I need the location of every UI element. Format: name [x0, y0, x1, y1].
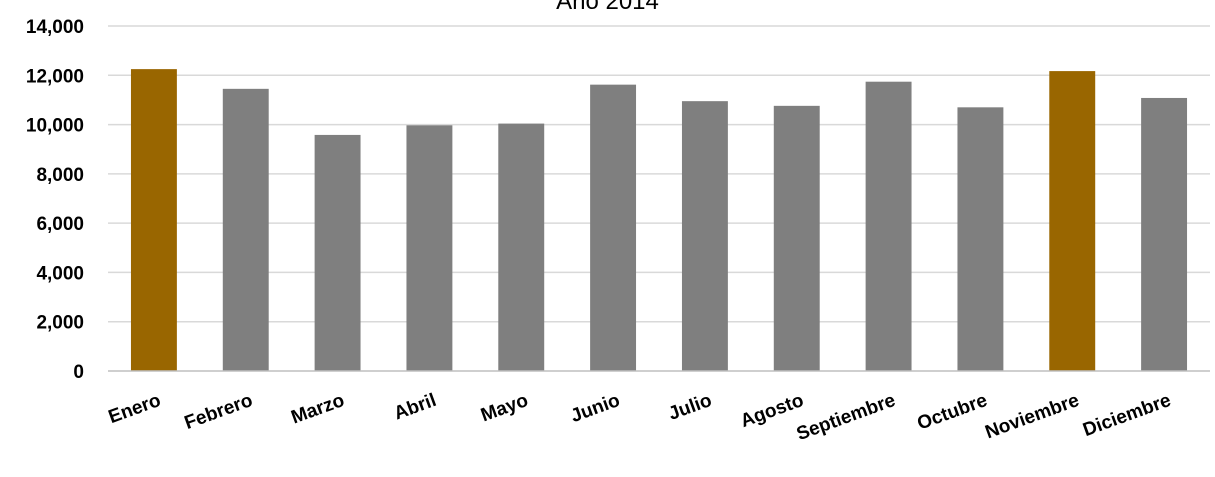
bar-mayo [498, 123, 545, 371]
x-tick-label: Mayo [478, 390, 531, 426]
x-tick-label: Junio [568, 390, 623, 427]
bar-noviembre [1049, 71, 1096, 371]
y-tick-label: 12,000 [26, 66, 84, 87]
y-axis-ticks: 0 2,000 4,000 6,000 8,000 10,000 12,000 14,000 [26, 17, 84, 383]
bars [130, 69, 1188, 372]
x-tick-label: Abril [391, 390, 439, 425]
bar-marzo [314, 134, 361, 371]
x-axis-labels: Enero Febrero Marzo Abril Mayo Junio Julio Agos… [106, 390, 1174, 445]
bar-febrero [222, 88, 269, 371]
y-tick-label: 0 [73, 362, 84, 383]
y-tick-label: 10,000 [26, 116, 84, 137]
gridlines [108, 25, 1210, 323]
y-tick-label: 14,000 [26, 17, 84, 38]
x-tick-label: Febrero [182, 390, 256, 434]
x-tick-label: Enero [106, 390, 164, 428]
y-tick-label: 8,000 [36, 165, 84, 186]
x-tick-label: Diciembre [1080, 390, 1174, 441]
bar-septiembre [865, 81, 912, 371]
bar-abril [406, 125, 453, 371]
bar-diciembre [1141, 97, 1188, 371]
x-tick-label: Julio [666, 390, 715, 425]
bar-agosto [773, 105, 820, 371]
x-tick-label: Septiembre [794, 390, 898, 445]
y-tick-label: 2,000 [36, 313, 84, 334]
x-tick-label: Octubre [914, 390, 990, 435]
chart-title: Año 2014 [556, 0, 659, 15]
x-tick-label: Noviembre [982, 390, 1081, 443]
y-tick-label: 4,000 [36, 263, 84, 284]
bar-junio [590, 84, 637, 372]
x-tick-label: Marzo [289, 390, 348, 429]
bar-enero [130, 69, 177, 371]
bar-julio [681, 101, 728, 372]
y-tick-label: 6,000 [36, 214, 84, 235]
bar-octubre [957, 107, 1004, 372]
